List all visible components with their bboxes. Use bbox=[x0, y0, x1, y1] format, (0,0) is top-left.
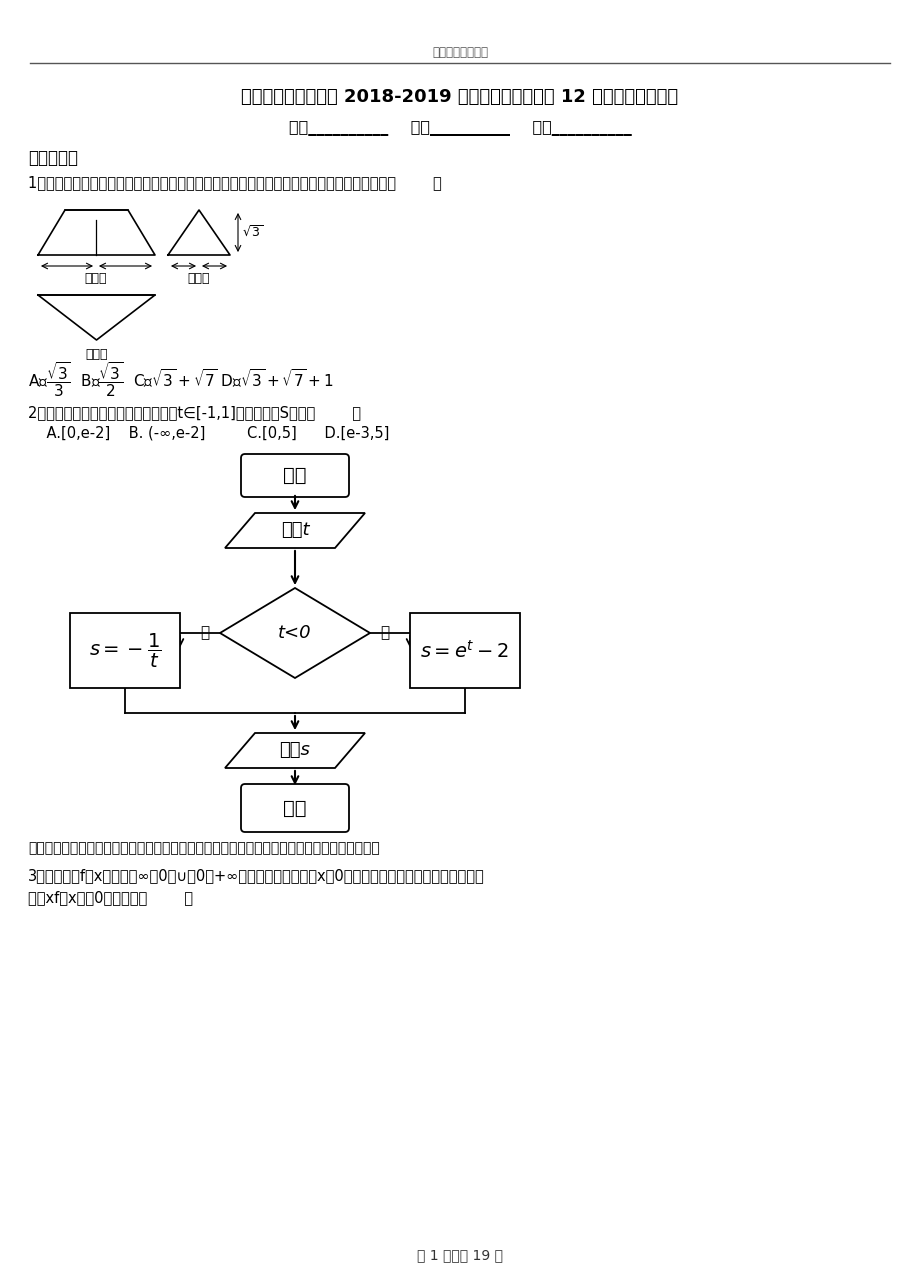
Text: A．$\dfrac{\sqrt{3}}{3}$  B．$\dfrac{\sqrt{3}}{2}$  C．$\sqrt{3}+\sqrt{7}$ D．$\sqrt: A．$\dfrac{\sqrt{3}}{3}$ B．$\dfrac{\sqrt{… bbox=[28, 360, 334, 400]
Text: 输出s: 输出s bbox=[279, 741, 310, 760]
Text: 2．执行右面的程序框图，如果输入的t∈[-1,1]，则输出的S属于（        ）: 2．执行右面的程序框图，如果输入的t∈[-1,1]，则输出的S属于（ ） bbox=[28, 406, 360, 420]
Text: 精选高中模拟试卷: 精选高中模拟试卷 bbox=[432, 46, 487, 59]
Text: 输入t: 输入t bbox=[280, 522, 309, 540]
Text: 俯视图: 俯视图 bbox=[85, 349, 108, 362]
Text: $s=e^t-2$: $s=e^t-2$ bbox=[420, 639, 509, 662]
Polygon shape bbox=[220, 588, 369, 679]
Text: 结束: 结束 bbox=[283, 798, 306, 817]
FancyBboxPatch shape bbox=[241, 784, 348, 833]
Text: 等式xf（x）＜0的解集是（        ）: 等式xf（x）＜0的解集是（ ） bbox=[28, 891, 193, 905]
FancyBboxPatch shape bbox=[241, 454, 348, 496]
Text: 政和县第二高级中学 2018-2019 学年上学期高二数学 12 月月考试题含解析: 政和县第二高级中学 2018-2019 学年上学期高二数学 12 月月考试题含解… bbox=[241, 88, 678, 106]
Text: 【命题意图】本题考查程序框图、分段函数等基础知识，意在考查运算能力和转化思想的运用．: 【命题意图】本题考查程序框图、分段函数等基础知识，意在考查运算能力和转化思想的运… bbox=[28, 841, 380, 855]
Text: 侧视图: 侧视图 bbox=[187, 271, 210, 284]
Text: A.[0,e-2]    B. (-∞,e-2]         C.[0,5]      D.[e-3,5]: A.[0,e-2] B. (-∞,e-2] C.[0,5] D.[e-3,5] bbox=[28, 425, 389, 440]
Bar bbox=[70, 614, 180, 687]
Text: $s=-\dfrac{1}{t}$: $s=-\dfrac{1}{t}$ bbox=[89, 631, 161, 670]
Polygon shape bbox=[225, 513, 365, 547]
Text: 3．已知函数f（x）是（－∞，0）∪（0，+∞）上的奇函数，且当x＜0时，函数的部分图象如图所示，则不: 3．已知函数f（x）是（－∞，0）∪（0，+∞）上的奇函数，且当x＜0时，函数的… bbox=[28, 868, 484, 883]
Text: 一、选择题: 一、选择题 bbox=[28, 149, 78, 167]
Text: $\sqrt{3}$: $\sqrt{3}$ bbox=[242, 225, 263, 241]
Text: t<0: t<0 bbox=[278, 624, 312, 642]
Bar bbox=[410, 614, 519, 687]
Text: 第 1 页，共 19 页: 第 1 页，共 19 页 bbox=[416, 1248, 503, 1262]
Text: 1．如图所示是一个几何体的三视图，其中正视图是一个正三角形，则这个几何体的表面积是（        ）: 1．如图所示是一个几何体的三视图，其中正视图是一个正三角形，则这个几何体的表面积… bbox=[28, 176, 441, 191]
Text: 否: 否 bbox=[380, 625, 389, 640]
Text: 班级__________    姓名__________    分数__________: 班级__________ 姓名__________ 分数__________ bbox=[289, 121, 630, 135]
Text: 开始: 开始 bbox=[283, 466, 306, 485]
Polygon shape bbox=[225, 733, 365, 768]
Text: 是: 是 bbox=[200, 625, 210, 640]
Text: 正视图: 正视图 bbox=[85, 271, 108, 284]
